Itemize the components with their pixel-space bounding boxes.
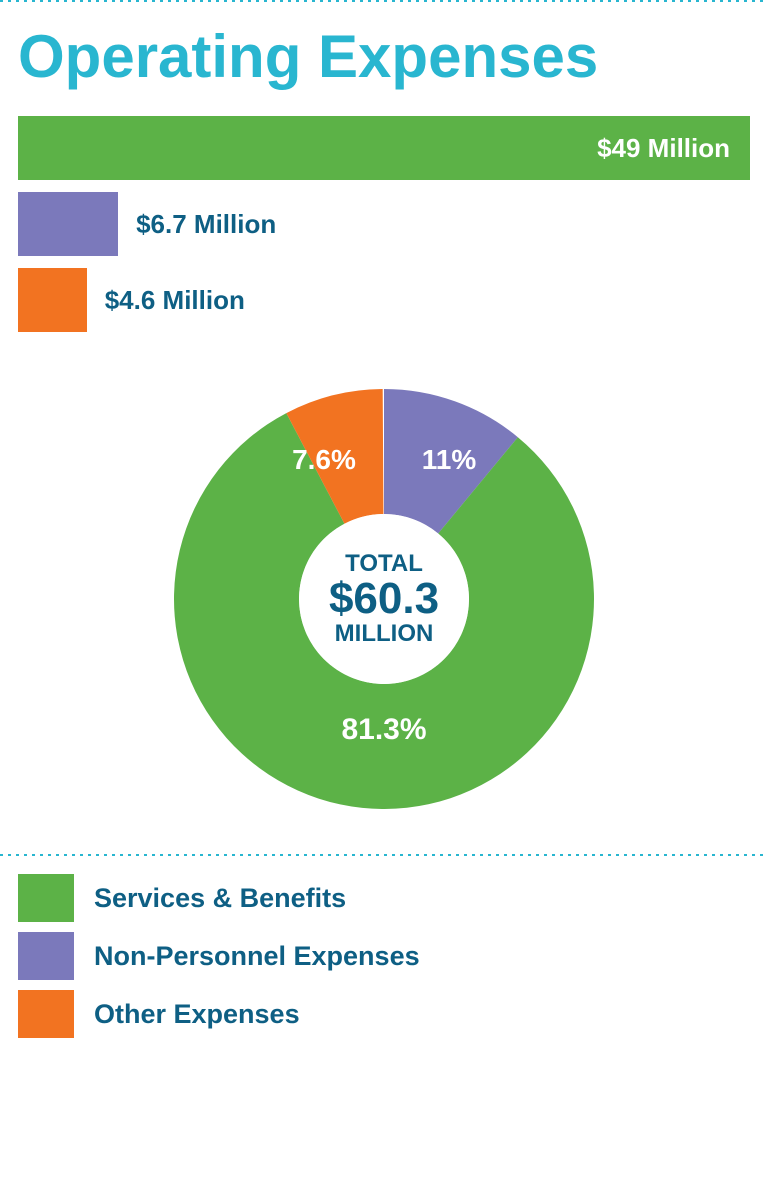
legend-row: Services & Benefits [18,874,750,922]
legend-swatch [18,932,74,980]
legend-swatch [18,990,74,1038]
donut-center-value: $60.3 [329,574,439,623]
bar-label: $4.6 Million [105,285,245,316]
bar [18,192,118,256]
donut-center-top: TOTAL [345,550,423,577]
legend: Services & Benefits Non-Personnel Expense… [0,856,768,1038]
donut-slice-label: 81.3% [341,713,426,746]
donut-slice-label: 11% [422,444,477,475]
bar-row: $4.6 Million [18,268,768,332]
donut-chart-wrap: 11% 81.3% 7.6% TOTAL$60.3MILLION [0,344,768,854]
donut-chart: 11% 81.3% 7.6% TOTAL$60.3MILLION [154,369,614,829]
bar-row: $49 Million [18,116,768,180]
bar: $49 Million [18,116,750,180]
bar-chart: $49 Million $6.7 Million $4.6 Million [0,101,768,332]
donut-slice-label: 7.6% [292,444,356,475]
bar-label: $49 Million [597,133,730,164]
donut-center-bottom: MILLION [335,620,434,647]
legend-label: Services & Benefits [94,883,346,914]
legend-label: Other Expenses [94,999,300,1030]
page-title: Operating Expenses [0,2,768,101]
legend-row: Non-Personnel Expenses [18,932,750,980]
bar [18,268,87,332]
bar-row: $6.7 Million [18,192,768,256]
legend-swatch [18,874,74,922]
legend-label: Non-Personnel Expenses [94,941,420,972]
legend-row: Other Expenses [18,990,750,1038]
bar-label: $6.7 Million [136,209,276,240]
